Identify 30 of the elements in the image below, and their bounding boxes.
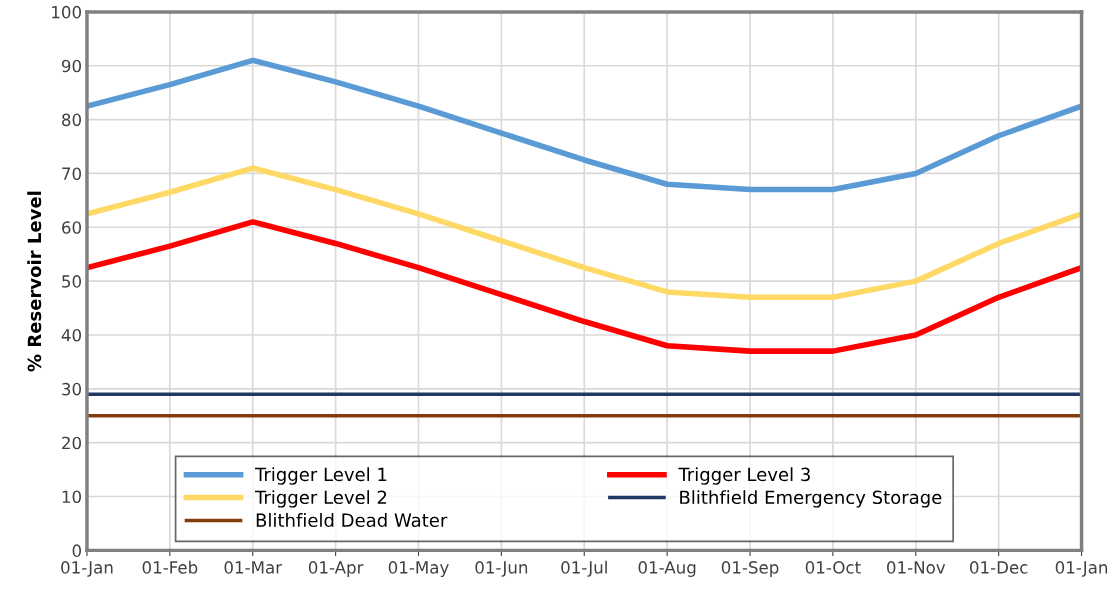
legend-label: Trigger Level 2 [254,490,387,508]
y-tick-label: 70 [62,167,81,181]
x-tick-label: 01-Nov [887,561,946,574]
x-tick-label: 01-Jan [1055,561,1108,577]
y-tick-label: 10 [62,490,81,504]
x-tick-label: 01-Sep [721,561,779,577]
y-tick-label: 30 [62,382,81,396]
x-tick-label: 01-Mar [224,561,283,574]
y-tick-label: 20 [62,436,81,450]
x-tick-label: 01-Jul [561,560,607,577]
legend-label: Blithfield Dead Water [256,513,448,528]
x-tick-label: 01-May [388,561,449,577]
y-tick-label: 60 [62,221,81,234]
x-tick-label: 01-Oct [805,561,861,574]
y-tick-label: 100 [52,5,81,19]
x-tick-label: 01-Apr [308,561,364,577]
legend-label: Blithfield Emergency Storage [680,490,942,508]
x-tick-label: 01-Jan [61,561,113,577]
y-tick-label: 80 [62,113,81,127]
legend-label: Trigger Level 3 [678,467,810,485]
y-axis-title: % Reservoir Level [27,191,42,372]
legend-label: Trigger Level 1 [254,467,387,485]
y-tick-label: 0 [72,544,81,557]
x-tick-label: 01-Dec [970,561,1028,574]
y-tick-label: 40 [61,328,81,342]
x-tick-label: 01-Jun [475,561,528,577]
x-tick-label: 01-Aug [638,561,696,577]
x-tick-label: 01-Feb [142,560,198,574]
y-tick-label: 50 [62,275,81,288]
y-tick-label: 90 [61,59,81,73]
